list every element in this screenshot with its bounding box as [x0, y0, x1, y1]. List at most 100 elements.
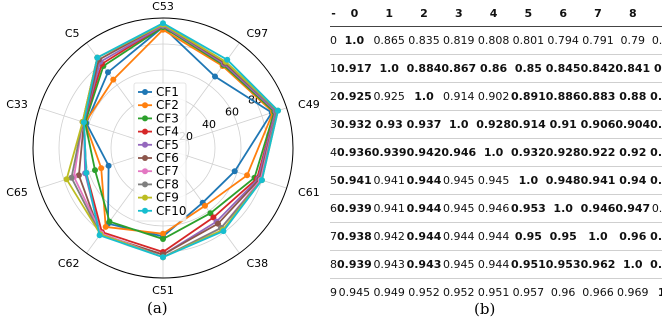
- data-point-cf10-c53: [160, 20, 166, 27]
- legend-label-cf10: CF10: [156, 204, 187, 218]
- table-cell: 0.946: [441, 138, 477, 167]
- column-header: 4: [476, 0, 511, 27]
- table-cell: 0.942: [371, 222, 407, 251]
- row-header: 7: [330, 222, 337, 251]
- series-cf10: [80, 20, 281, 261]
- data-point-cf10-c65: [83, 169, 90, 176]
- table-cell: 1.0: [441, 110, 477, 139]
- table-cell: 0.949: [373, 286, 405, 299]
- table-cell: 0.904: [615, 110, 651, 139]
- table-cell: 0.928: [476, 110, 511, 139]
- column-header: 0: [337, 0, 372, 27]
- table-cell: 1.0: [337, 26, 372, 55]
- legend-label-cf8: CF8: [156, 177, 179, 191]
- table-cell: 0.95: [545, 222, 581, 251]
- legend-swatch-marker: [142, 207, 148, 214]
- table-cell: 0.939: [371, 138, 407, 167]
- table-cell: 0.944: [406, 194, 442, 223]
- table-cell: 0.932: [510, 138, 546, 167]
- table-header-row: -0123456789: [330, 0, 662, 27]
- row-header: 0: [330, 26, 337, 55]
- corner-cell: -: [330, 0, 337, 27]
- table-cell: 0.941: [371, 194, 407, 223]
- table-cell: 0.88: [615, 82, 651, 111]
- table-cell: 1.0: [510, 166, 546, 195]
- table-cell: 0.96: [550, 286, 576, 299]
- table-row: 1 0.917 1.0 0.884 0.867 0.86 0.85 0.845 0.842 0.8…: [330, 54, 662, 83]
- table-cell: 1.0: [371, 54, 407, 83]
- legend-label-cf6: CF6: [156, 151, 179, 165]
- table-cell: 0.801: [510, 26, 546, 55]
- data-point-cf10-c61: [258, 177, 265, 184]
- table-cell: 0.932: [337, 110, 372, 139]
- data-point-cf3-c38: [207, 210, 214, 217]
- table-cell: 0.943: [406, 250, 442, 279]
- legend-label-cf3: CF3: [156, 111, 179, 125]
- table-row: 5 0.941 0.941 0.944 0.945 0.945 1.0 0.948 0.941 0…: [330, 166, 662, 195]
- table-cell: 0.84: [650, 54, 662, 83]
- table-cell: 0.886: [545, 82, 581, 111]
- data-point-cf6-c65: [75, 172, 82, 179]
- table-cell: 0.939: [337, 194, 372, 223]
- data-point-cf10-c38: [220, 228, 227, 235]
- legend-label-cf9: CF9: [156, 191, 179, 205]
- data-point-cf2-c62: [102, 223, 109, 230]
- table-cell: 0.906: [580, 110, 616, 139]
- table-cell: 0.951: [477, 286, 510, 299]
- table-cell: 1.0: [580, 222, 616, 251]
- column-header: 9: [650, 0, 662, 27]
- table-cell: 0.957: [512, 286, 545, 299]
- data-point-cf1-c65: [105, 162, 112, 169]
- column-header: 7: [580, 0, 616, 27]
- legend-label-cf7: CF7: [156, 164, 179, 178]
- table-cell: 0.937: [406, 110, 442, 139]
- row-header: 5: [330, 166, 337, 195]
- row-header: 3: [330, 110, 337, 139]
- table-cell: 0.944: [406, 166, 442, 195]
- table-cell: 0.945: [441, 194, 477, 223]
- legend-label-cf1: CF1: [156, 85, 179, 99]
- table-cell: 0.941: [580, 166, 616, 195]
- table-cell: 0.922: [580, 138, 616, 167]
- table-cell: 0.93: [371, 110, 407, 139]
- table-cell: 0.865: [371, 26, 407, 55]
- table-cell: 0.946: [476, 194, 511, 223]
- table-cell: 0.951: [510, 250, 546, 279]
- data-point-cf2-c5: [110, 76, 117, 83]
- table-cell: 0.943: [371, 250, 407, 279]
- data-point-cf2-c38: [202, 202, 208, 209]
- table-cell: 0.961: [650, 250, 662, 279]
- table-cell: 0.902: [476, 82, 511, 111]
- table-cell: 0.884: [406, 54, 442, 83]
- data-point-cf10-c49: [275, 107, 281, 114]
- axis-label-c62: C62: [58, 257, 80, 270]
- column-header: 5: [510, 0, 546, 27]
- table-cell: 0.945: [476, 166, 511, 195]
- table-cell: 0.947: [615, 194, 651, 223]
- legend-label-cf4: CF4: [156, 125, 179, 139]
- table-cell: 0.914: [441, 82, 477, 111]
- table-cell: 0.789: [650, 26, 662, 55]
- table-cell: 0.952: [443, 286, 475, 299]
- table-row: 0 1.0 0.865 0.835 0.819 0.808 0.801 0.794 0.791 0…: [330, 26, 662, 55]
- column-header: 2: [406, 0, 442, 27]
- axis-label-c5: C5: [65, 27, 80, 40]
- table-cell: 0.808: [476, 26, 511, 55]
- table-cell: 0.942: [406, 138, 442, 167]
- data-point-cf10-c5: [94, 54, 101, 61]
- row-header: 4: [330, 138, 337, 167]
- table-cell: 0.952: [408, 286, 440, 299]
- table-cell: 0.79: [615, 26, 651, 55]
- radar-frame: [32, 17, 294, 279]
- row-header: 9: [330, 286, 337, 299]
- table-cell: 0.86: [476, 54, 511, 83]
- table-cell: 0.919: [650, 138, 662, 167]
- data-point-cf8-c65: [68, 174, 75, 181]
- table-cell: 0.842: [580, 54, 616, 83]
- column-header: 8: [615, 0, 651, 27]
- legend-swatch-marker: [142, 141, 148, 148]
- table-row: 3 0.932 0.93 0.937 1.0 0.928 0.914 0.91 0.906 0.9…: [330, 110, 662, 139]
- data-point-cf2-c65: [98, 165, 105, 172]
- data-point-cf3-c51: [160, 236, 166, 242]
- legend-swatch-marker: [142, 115, 148, 122]
